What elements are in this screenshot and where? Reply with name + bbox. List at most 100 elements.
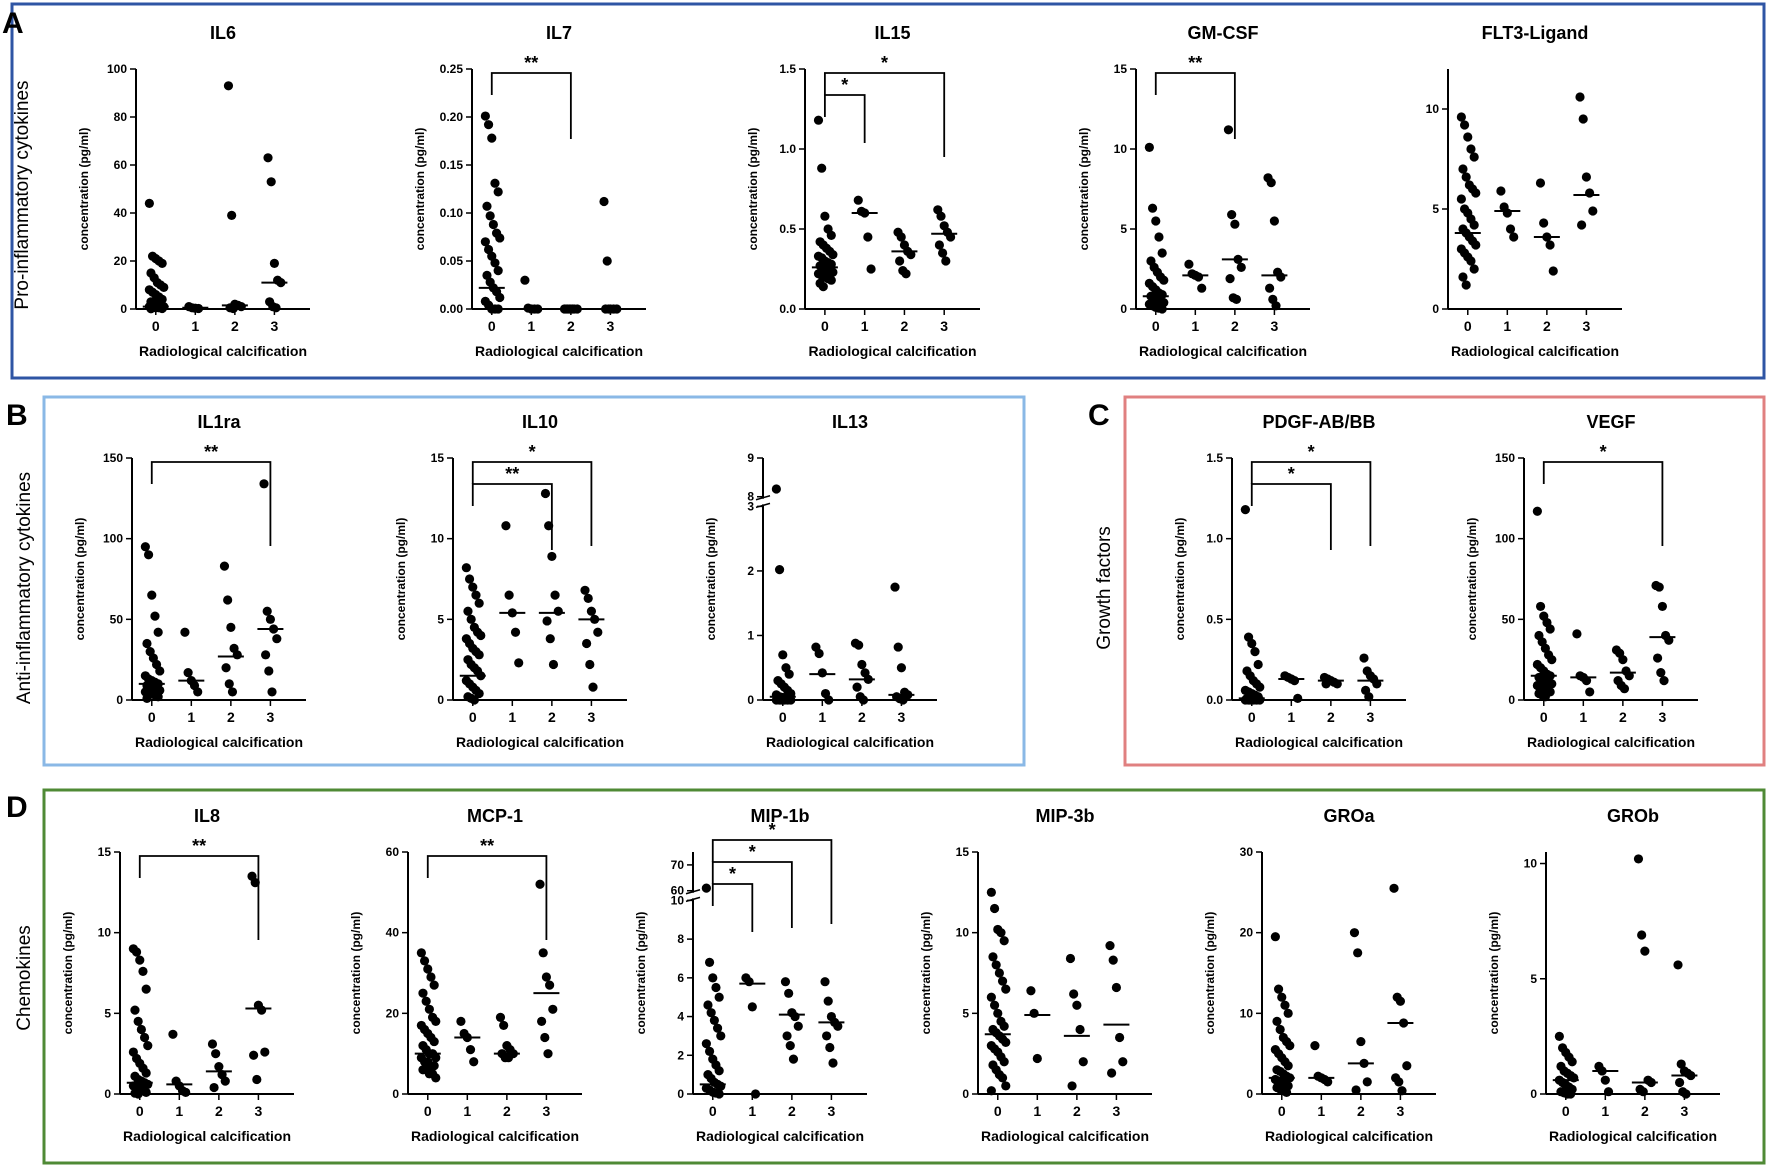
- data-point: [468, 582, 478, 592]
- x-tick-label: 3: [940, 318, 948, 334]
- chart-title: VEGF: [1586, 412, 1635, 432]
- x-tick-label: 0: [1562, 1103, 1570, 1119]
- y-tick-label: 0: [962, 1087, 969, 1101]
- x-tick-label: 2: [1619, 709, 1627, 725]
- data-point: [548, 659, 559, 670]
- data-point: [1402, 1061, 1412, 1071]
- data-point: [465, 1045, 476, 1055]
- axis-break-mark: [755, 494, 771, 501]
- data-point: [1349, 928, 1360, 938]
- data-point: [1469, 264, 1479, 274]
- significance-label: **: [1188, 53, 1202, 73]
- y-tick-label: 0: [104, 1087, 111, 1101]
- significance-label: *: [1288, 464, 1295, 484]
- data-point: [1395, 996, 1406, 1006]
- data-point: [744, 977, 754, 987]
- y-tick-label: 1: [747, 628, 754, 642]
- data-point: [901, 269, 911, 279]
- data-point: [790, 1011, 800, 1022]
- x-axis-label: Radiological calcification: [1235, 734, 1403, 750]
- data-point: [504, 590, 514, 600]
- significance-bracket: [471, 461, 593, 546]
- data-point: [599, 196, 609, 207]
- y-tick-label: 15: [1114, 62, 1128, 76]
- data-point: [157, 258, 167, 268]
- data-point: [1466, 144, 1476, 154]
- data-point: [136, 1024, 146, 1035]
- data-point: [1458, 164, 1468, 174]
- data-point: [548, 1004, 558, 1014]
- data-point: [1275, 1024, 1285, 1035]
- chart-il8: IL8 0 5 10 15 0 1 2 3 Radiological calcification c…: [61, 806, 294, 1144]
- data-point: [150, 611, 160, 621]
- data-point: [1469, 220, 1479, 230]
- x-tick-label: 1: [818, 709, 826, 725]
- significance-label: *: [769, 820, 776, 840]
- data-point: [207, 1039, 218, 1049]
- data-point: [1496, 186, 1506, 196]
- section-label-pro-inflammatory: Pro-inflammatory cytokines: [12, 80, 33, 309]
- data-point: [828, 1058, 838, 1068]
- chart-title: MIP-3b: [1035, 806, 1094, 826]
- axis-break-mark: [685, 888, 701, 895]
- data-point: [828, 250, 838, 260]
- data-point: [585, 659, 595, 670]
- data-point: [1673, 960, 1683, 970]
- y-axis-label: concentration (pg/ml): [349, 912, 363, 1035]
- data-point: [520, 275, 530, 285]
- data-point: [824, 695, 834, 705]
- data-point: [146, 304, 156, 314]
- y-tick-label: 40: [114, 206, 128, 220]
- data-point: [1032, 1053, 1042, 1064]
- y-tick-label: 15: [98, 845, 112, 859]
- data-point: [223, 81, 234, 91]
- data-point: [996, 928, 1006, 938]
- y-tick-label: 1.5: [779, 62, 796, 76]
- chart-title: GM-CSF: [1188, 23, 1259, 43]
- data-point: [257, 1005, 267, 1015]
- chart-gm-csf: GM-CSF 0 5 10 15 0 1 2 3 Radiological calcificati…: [1077, 23, 1310, 359]
- data-point: [1469, 152, 1479, 162]
- significance-label: **: [192, 836, 206, 856]
- data-point: [706, 1008, 716, 1018]
- data-point: [784, 669, 794, 679]
- y-tick-label: 5: [104, 1006, 111, 1020]
- data-point: [714, 1066, 724, 1076]
- data-point: [823, 996, 833, 1006]
- chart-title: PDGF-AB/BB: [1263, 412, 1376, 432]
- chart-vegf: VEGF 0 50 100 150 0 1 2 3 Radiological calcificat…: [1465, 412, 1698, 750]
- x-axis-label: Radiological calcification: [139, 343, 307, 359]
- data-point: [1184, 259, 1194, 269]
- data-point: [1471, 188, 1481, 198]
- data-point: [1565, 1089, 1576, 1099]
- data-point: [431, 1053, 441, 1063]
- data-point: [266, 177, 276, 187]
- data-point: [267, 687, 277, 697]
- significance-bracket: [150, 461, 272, 546]
- data-point: [1240, 505, 1250, 515]
- data-point: [469, 695, 479, 705]
- data-point: [934, 240, 945, 250]
- y-tick-label: 6: [677, 971, 684, 985]
- y-tick-label: 5: [962, 1006, 969, 1020]
- data-point: [788, 1054, 799, 1064]
- y-tick-label: 0.15: [440, 158, 464, 172]
- data-point: [988, 952, 998, 962]
- x-tick-label: 0: [994, 1103, 1002, 1119]
- data-point: [1547, 655, 1557, 665]
- data-point: [1463, 132, 1473, 142]
- data-point: [774, 565, 785, 575]
- chart-il6: IL6 0 20 40 60 80 100 0 1 2 3 Radiological calcific…: [77, 23, 310, 359]
- data-point: [1554, 1031, 1564, 1041]
- x-tick-label: 3: [1659, 709, 1667, 725]
- data-point: [1293, 693, 1303, 703]
- y-axis-label: concentration (pg/ml): [413, 128, 427, 251]
- y-axis-label: concentration (pg/ml): [1465, 518, 1479, 641]
- data-point: [553, 606, 563, 616]
- x-tick-label: 3: [1113, 1103, 1121, 1119]
- data-point: [463, 606, 473, 616]
- data-point: [1588, 206, 1598, 216]
- data-point: [588, 682, 598, 692]
- y-axis-label: concentration (pg/ml): [1173, 518, 1187, 641]
- y-tick-label: 0: [116, 693, 123, 707]
